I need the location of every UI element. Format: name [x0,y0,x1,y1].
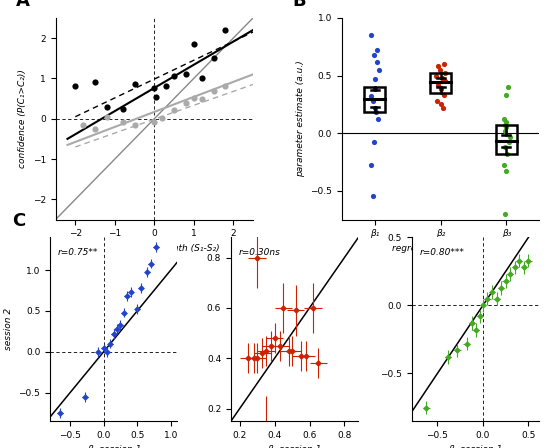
Y-axis label: parameter estimate (a.u.): parameter estimate (a.u.) [296,60,305,177]
Point [501,121,510,129]
Point [501,127,510,134]
Point [118,118,127,125]
X-axis label: regression coefficient: regression coefficient [392,244,489,253]
X-axis label: β₂ session 1: β₂ session 1 [267,445,322,448]
Point [373,47,382,54]
Point [190,94,198,101]
Point [369,139,378,146]
Point [437,74,446,82]
Bar [430,73,451,93]
Point [209,88,218,95]
Point [502,91,510,99]
Point [375,66,384,73]
Point [505,133,514,140]
Text: r=0.30ns: r=0.30ns [239,249,280,258]
Point [71,83,80,90]
Point [150,85,159,92]
Point [504,83,513,90]
Point [371,75,380,82]
Point [440,69,449,77]
Point [432,72,441,79]
Point [366,32,375,39]
Point [102,103,111,110]
Text: r=0.80***: r=0.80*** [420,249,464,258]
Point [440,91,449,99]
X-axis label: β₁ session 1: β₁ session 1 [87,445,141,448]
Point [162,83,171,90]
Point [434,81,443,88]
Point [366,93,375,100]
Point [500,162,509,169]
Text: B: B [292,0,306,10]
Point [91,125,100,133]
Point [197,95,206,102]
Point [433,97,441,104]
Point [366,162,375,169]
Point [373,116,382,123]
Y-axis label: confidence (P(C₁>C₂)): confidence (P(C₁>C₂)) [18,69,27,168]
Point [130,81,139,88]
Point [152,93,161,100]
Bar [496,125,517,154]
Point [372,109,381,116]
Point [79,121,88,128]
Point [502,168,510,175]
Point [440,60,449,68]
Text: C: C [12,212,25,230]
X-axis label: β₃ session 1: β₃ session 1 [449,445,503,448]
Point [436,101,445,108]
Point [209,55,218,62]
Point [502,118,511,125]
Point [370,86,379,93]
Point [130,121,139,128]
Point [500,143,509,151]
Point [499,116,508,123]
Point [504,139,513,146]
Point [190,41,198,48]
Point [436,86,445,93]
Point [197,75,206,82]
Point [369,193,378,200]
Point [368,97,377,104]
Point [500,210,509,217]
Point [158,114,167,121]
Point [440,78,449,85]
Point [221,26,230,34]
Point [181,71,190,78]
Point [370,51,379,58]
Y-axis label: session 2: session 2 [4,308,13,350]
Point [221,83,230,90]
Point [170,106,178,113]
Point [503,150,512,157]
Point [436,66,445,73]
Point [370,104,379,112]
Point [439,104,448,112]
Point [373,58,381,65]
Text: A: A [16,0,30,10]
Bar [364,87,385,112]
Point [91,79,100,86]
Point [434,63,443,70]
Text: r=0.75**: r=0.75** [58,249,98,258]
Point [118,105,127,112]
Point [181,100,190,107]
Point [102,113,111,120]
Point [502,124,510,131]
Point [150,118,159,125]
X-axis label: difference in strength (S₁-S₂): difference in strength (S₁-S₂) [90,244,219,253]
Point [170,73,178,80]
